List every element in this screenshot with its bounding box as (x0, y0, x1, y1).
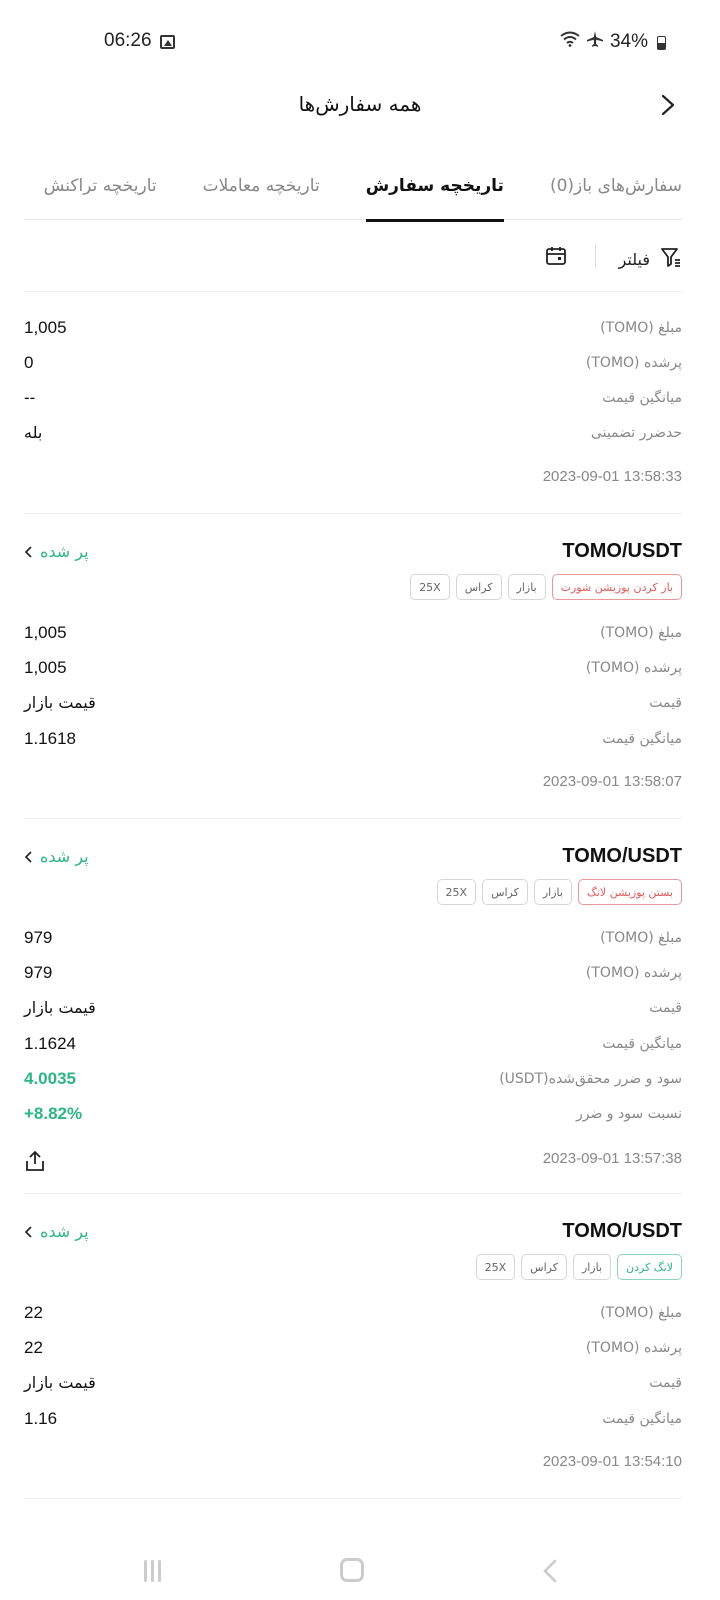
detail-row: میانگین قیمت 1.1624 (24, 1034, 682, 1053)
order-side-tag: بستن پوزیشن لانگ (577, 879, 682, 905)
wifi-icon (560, 31, 580, 52)
filter-row: فیلتر (24, 228, 682, 292)
back-arrow-icon (543, 1559, 557, 1583)
order-card[interactable]: TOMO/USDT پر شده بستن پوزیشن لانگ بازار … (24, 819, 682, 1194)
margin-mode-tag: کراس (455, 574, 502, 600)
order-status-link[interactable]: پر شده (24, 1222, 89, 1241)
detail-row: نسبت سود و ضرر +8.82% (24, 1104, 682, 1123)
order-status-link[interactable]: پر شده (24, 542, 89, 561)
detail-row: قیمت قیمت بازار (24, 1373, 682, 1392)
tab-open-orders[interactable]: سفارش‌های باز(0) (549, 176, 682, 196)
tab-trade-history[interactable]: تاریخچه معاملات (202, 176, 320, 196)
tab-order-history[interactable]: تاریخچه سفارش (365, 168, 505, 222)
order-timestamp: 2023-09-01 13:58:07 (542, 773, 682, 790)
order-type-tag: بازار (507, 574, 546, 600)
detail-row: مبلغ (TOMO) 1,005 (24, 318, 682, 337)
order-status: پر شده (40, 1222, 89, 1241)
order-timestamp: 2023-09-01 13:58:33 (542, 468, 682, 485)
page-title: همه سفارش‌ها (298, 92, 422, 116)
detail-row: پرشده (TOMO) 979 (24, 963, 682, 982)
chevron-left-icon (24, 850, 32, 863)
order-tags: باز کردن پوزیشن شورت بازار کراس 25X (410, 574, 682, 600)
system-back-button[interactable] (540, 1558, 560, 1584)
order-card: مبلغ (TOMO) 1,005 پرشده (TOMO) 0 میانگین ق… (24, 292, 682, 514)
detail-row: میانگین قیمت 1.1618 (24, 729, 682, 748)
detail-row: پرشده (TOMO) 22 (24, 1338, 682, 1357)
detail-row: سود و ضرر محقق‌شده(USDT) 4.0035 (24, 1069, 682, 1088)
order-status: پر شده (40, 847, 89, 866)
back-chevron-icon (661, 94, 675, 116)
order-tags: بستن پوزیشن لانگ بازار کراس 25X (436, 879, 682, 905)
airplane-icon (586, 30, 604, 53)
margin-mode-tag: کراس (482, 879, 528, 905)
calendar-icon (546, 247, 566, 265)
order-type-tag: بازار (572, 1254, 612, 1280)
detail-row: مبلغ (TOMO) 1,005 (24, 623, 682, 642)
system-nav-bar (0, 1530, 720, 1600)
order-card[interactable]: TOMO/USDT پر شده لانگ کردن بازار کراس 25… (24, 1194, 682, 1499)
detail-row: قیمت قیمت بازار (24, 998, 682, 1017)
filter-icon (660, 246, 682, 272)
app-header: همه سفارش‌ها (0, 78, 720, 138)
leverage-tag: 25X (475, 1254, 516, 1280)
order-status-link[interactable]: پر شده (24, 847, 89, 866)
order-timestamp: 2023-09-01 13:57:38 (542, 1150, 682, 1167)
margin-mode-tag: کراس (521, 1254, 567, 1280)
order-tags: لانگ کردن بازار کراس 25X (475, 1254, 682, 1280)
order-status: پر شده (40, 542, 89, 561)
divider (594, 244, 596, 268)
order-side-tag: باز کردن پوزیشن شورت (551, 574, 682, 600)
home-button[interactable] (340, 1558, 364, 1582)
status-bar: 06:26 34% (0, 0, 720, 88)
calendar-button[interactable] (544, 244, 572, 272)
order-pair: TOMO/USDT (562, 540, 682, 562)
detail-row: قیمت قیمت بازار (24, 693, 682, 712)
detail-row: میانگین قیمت -- (24, 388, 682, 407)
status-time: 06:26 (104, 30, 152, 51)
detail-row: حدضرر تضمینی بله (24, 423, 682, 442)
order-type-tag: بازار (533, 879, 572, 905)
back-button[interactable] (654, 90, 684, 120)
detail-row: مبلغ (TOMO) 22 (24, 1303, 682, 1322)
share-icon (26, 1151, 44, 1171)
leverage-tag: 25X (436, 879, 477, 905)
image-icon (160, 35, 175, 49)
tab-transaction-history[interactable]: تاریخچه تراکنش (43, 176, 157, 196)
leverage-tag: 25X (410, 574, 450, 600)
battery-icon (657, 36, 666, 50)
detail-row: پرشده (TOMO) 1,005 (24, 658, 682, 677)
filter-button[interactable]: فیلتر (619, 244, 682, 274)
detail-row: پرشده (TOMO) 0 (24, 353, 682, 372)
detail-row: میانگین قیمت 1.16 (24, 1409, 682, 1428)
chevron-left-icon (24, 545, 32, 558)
order-timestamp: 2023-09-01 13:54:10 (542, 1453, 682, 1470)
order-pair: TOMO/USDT (562, 1220, 682, 1242)
order-pair: TOMO/USDT (562, 845, 682, 867)
chevron-left-icon (24, 1225, 32, 1238)
battery-percent: 34% (609, 30, 648, 52)
detail-row: مبلغ (TOMO) 979 (24, 928, 682, 947)
share-button[interactable] (24, 1150, 46, 1172)
recent-apps-button[interactable] (144, 1560, 166, 1582)
filter-label: فیلتر (618, 249, 650, 269)
status-indicators: 34% (560, 30, 668, 53)
tab-bar: سفارش‌های باز(0) تاریخچه سفارش تاریخچه م… (24, 168, 682, 222)
order-card[interactable]: TOMO/USDT پر شده باز کردن پوزیشن شورت با… (24, 514, 682, 819)
order-side-tag: لانگ کردن (617, 1254, 682, 1280)
